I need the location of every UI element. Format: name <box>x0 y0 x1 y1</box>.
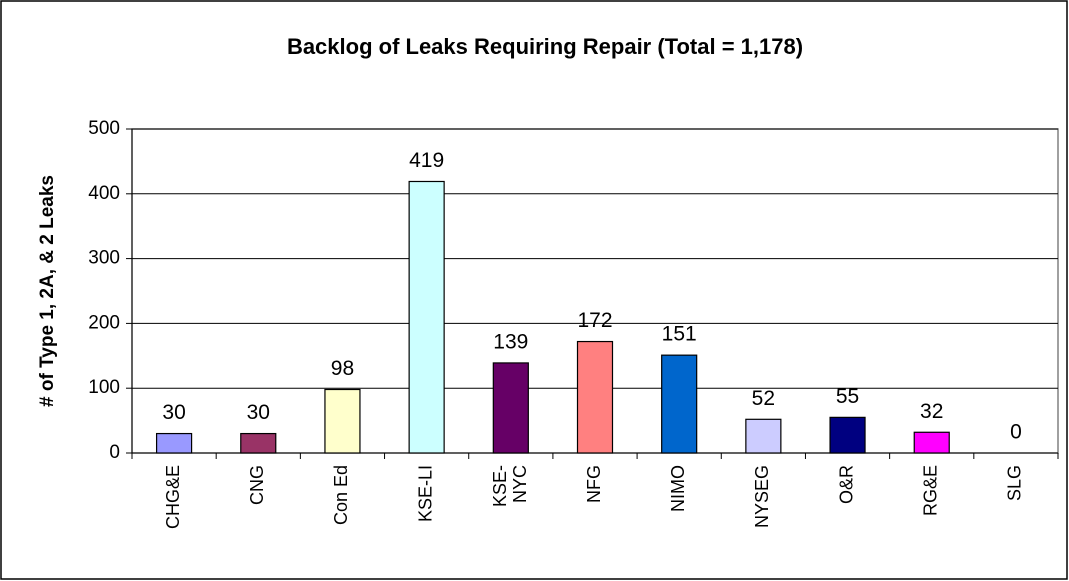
x-tick-label: SLG <box>1005 465 1025 501</box>
value-label: 151 <box>662 323 697 346</box>
x-tick-label: CHG&E <box>163 465 183 529</box>
bar <box>408 180 445 454</box>
y-tick-label: 200 <box>88 312 120 333</box>
value-label: 0 <box>1010 421 1022 444</box>
y-tick-label: 0 <box>109 442 120 463</box>
bar <box>913 431 950 454</box>
y-tick-label: 500 <box>88 118 120 139</box>
x-tick-label: NFG <box>584 465 604 503</box>
value-label: 32 <box>920 400 943 423</box>
value-label: 98 <box>331 357 354 380</box>
chart-title: Backlog of Leaks Requiring Repair (Total… <box>287 34 803 59</box>
value-label: 419 <box>409 149 444 172</box>
bar <box>324 388 361 454</box>
x-tick-label: KSE-NYC <box>490 465 530 507</box>
x-tick-label: CNG <box>247 465 267 505</box>
y-tick-label: 400 <box>88 183 120 204</box>
y-axis-title: # of Type 1, 2A, & 2 Leaks <box>37 175 58 407</box>
x-tick-label: RG&E <box>920 465 940 516</box>
value-label: 52 <box>752 387 775 410</box>
bar <box>829 416 866 454</box>
bar <box>576 340 614 454</box>
bar <box>155 432 193 454</box>
y-tick-label: 300 <box>88 248 120 269</box>
x-tick-label: NIMO <box>668 465 688 512</box>
bar <box>240 432 277 454</box>
bar <box>661 354 698 454</box>
value-label: 139 <box>493 330 528 353</box>
y-tick-label: 100 <box>88 377 120 398</box>
x-tick-label: NYSEG <box>752 465 772 528</box>
bar <box>492 362 529 454</box>
x-tick-label: KSE-LI <box>415 465 435 522</box>
value-label: 30 <box>162 401 185 424</box>
value-label: 30 <box>247 401 270 424</box>
bar <box>745 418 782 454</box>
x-tick-label: Con Ed <box>331 465 351 525</box>
value-label: 55 <box>836 385 859 408</box>
x-tick-label: O&R <box>836 465 856 504</box>
value-label: 172 <box>577 309 612 332</box>
